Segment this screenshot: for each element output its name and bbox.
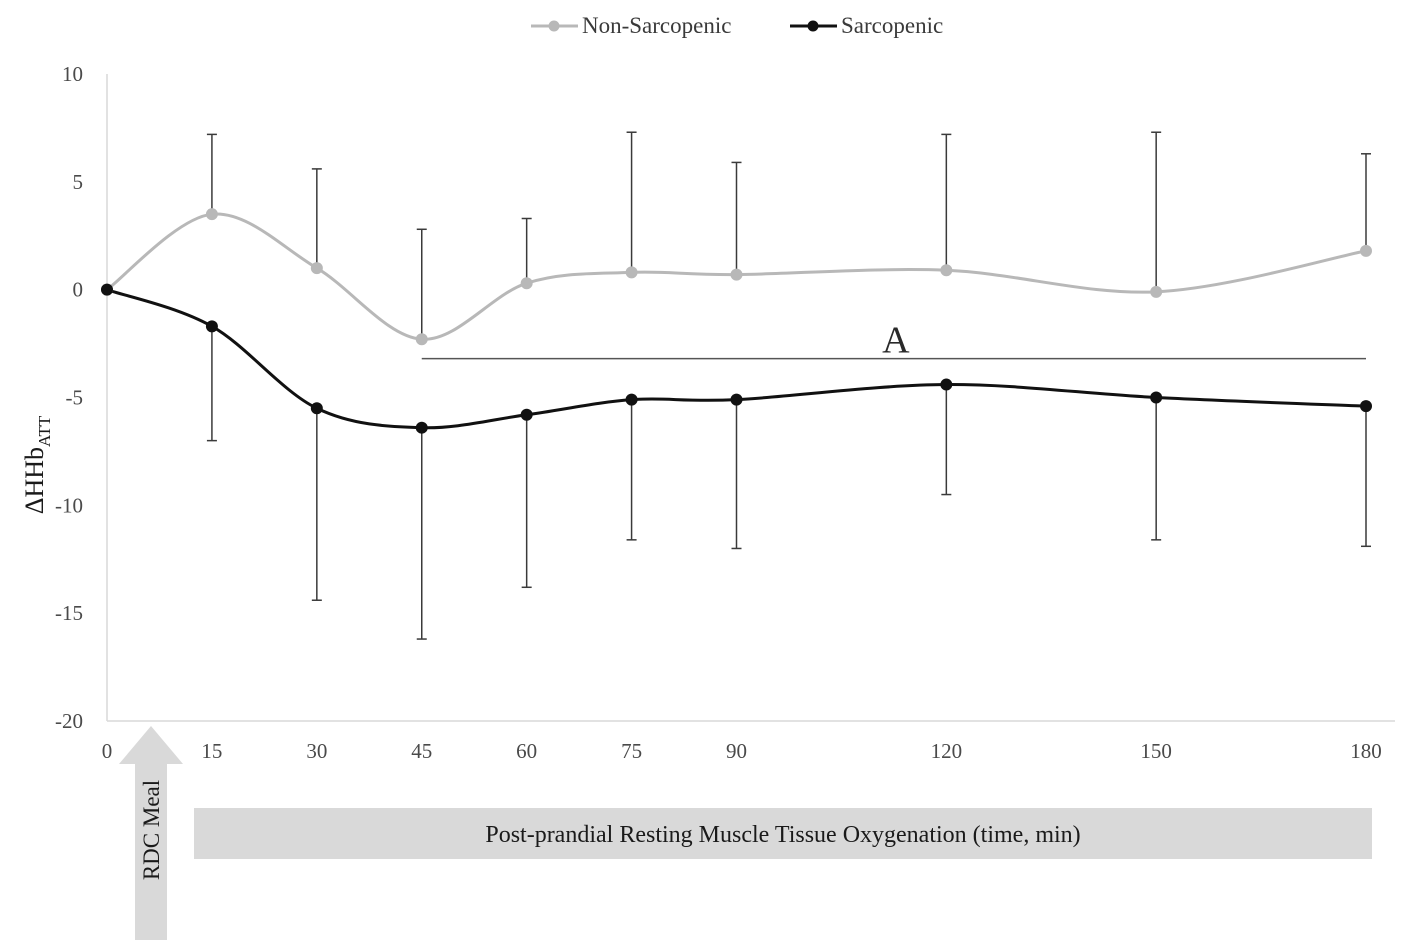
x-tick-label: 45 xyxy=(411,739,432,763)
y-tick-label: -20 xyxy=(55,709,83,733)
legend-marker-sarcopenic xyxy=(807,20,819,32)
data-point-non-sarcopenic xyxy=(1360,244,1372,257)
y-axis-ticks: 10 5 0 -5 -10 -15 -20 xyxy=(55,62,83,733)
y-axis-label-subscript: ATT xyxy=(35,415,54,447)
legend-marker-non-sarcopenic xyxy=(548,20,560,32)
legend-label-non-sarcopenic: Non-Sarcopenic xyxy=(582,13,731,38)
y-tick-label: -15 xyxy=(55,601,83,625)
data-point-sarcopenic xyxy=(625,393,638,406)
x-tick-label: 90 xyxy=(726,739,747,763)
y-tick-label: -5 xyxy=(66,386,84,410)
y-tick-label: 0 xyxy=(73,278,84,302)
series-line-non-sarcopenic xyxy=(106,212,1367,341)
data-point-sarcopenic xyxy=(205,320,218,333)
data-point-non-sarcopenic xyxy=(625,266,638,279)
time-band: Post-prandial Resting Muscle Tissue Oxyg… xyxy=(194,808,1372,859)
rdc-meal-label: RDC Meal xyxy=(139,780,164,880)
x-tick-label: 75 xyxy=(621,739,642,763)
data-point-sarcopenic xyxy=(1360,400,1372,413)
x-tick-label: 60 xyxy=(516,739,537,763)
x-tick-label: 30 xyxy=(306,739,327,763)
data-point-non-sarcopenic xyxy=(205,208,218,221)
rdc-meal-marker: RDC Meal xyxy=(119,726,183,940)
legend: Non-Sarcopenic Sarcopenic xyxy=(531,13,943,38)
x-axis-label: Post-prandial Resting Muscle Tissue Oxyg… xyxy=(485,822,1080,848)
y-axis-label: ΔHHbATT xyxy=(20,415,54,514)
data-point-non-sarcopenic xyxy=(730,268,743,281)
error-bars xyxy=(206,131,1371,640)
x-tick-label: 150 xyxy=(1140,739,1172,763)
data-point-sarcopenic xyxy=(101,283,113,296)
data-point-non-sarcopenic xyxy=(310,262,323,275)
x-axis-ticks: 0 15 30 45 60 75 90 120 150 180 xyxy=(102,739,1382,763)
x-tick-label: 15 xyxy=(201,739,222,763)
data-point-sarcopenic xyxy=(310,402,323,415)
y-tick-label: -10 xyxy=(55,493,83,517)
data-point-sarcopenic xyxy=(730,393,743,406)
x-tick-label: 120 xyxy=(931,739,963,763)
rdc-meal-arrow xyxy=(119,726,183,940)
data-points xyxy=(101,208,1372,434)
y-tick-label: 5 xyxy=(73,170,84,194)
data-point-sarcopenic xyxy=(940,378,953,391)
legend-label-sarcopenic: Sarcopenic xyxy=(841,13,943,38)
data-point-non-sarcopenic xyxy=(1150,285,1163,298)
x-tick-label: 180 xyxy=(1350,739,1382,763)
data-point-non-sarcopenic xyxy=(415,333,428,346)
data-point-sarcopenic xyxy=(1150,391,1163,404)
annotation-a-label: A xyxy=(882,320,910,362)
plot-area: A xyxy=(101,74,1395,722)
data-point-non-sarcopenic xyxy=(940,264,953,277)
y-tick-label: 10 xyxy=(62,62,83,86)
data-point-sarcopenic xyxy=(415,421,428,434)
data-point-sarcopenic xyxy=(520,408,533,421)
x-tick-label: 0 xyxy=(102,739,113,763)
data-point-non-sarcopenic xyxy=(520,277,533,290)
time-band-bar xyxy=(194,808,1372,859)
